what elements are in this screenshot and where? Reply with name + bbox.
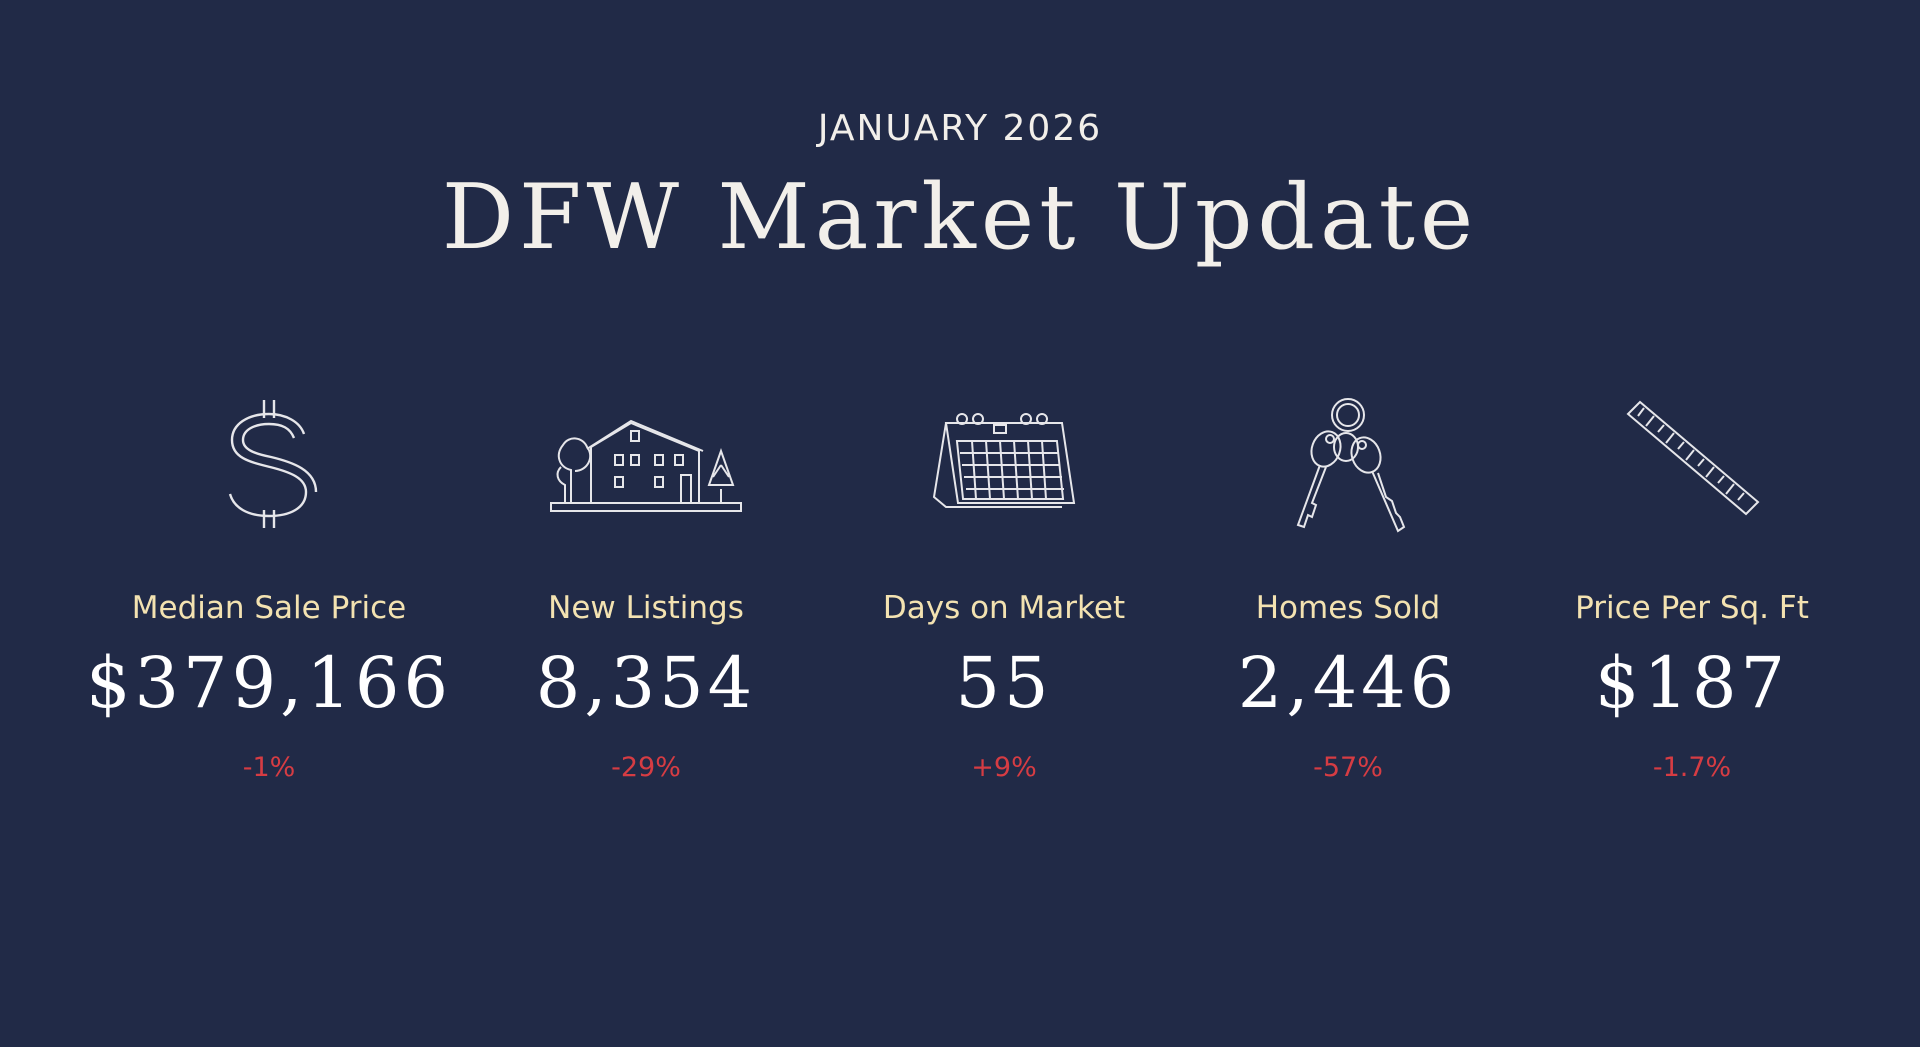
dollar-sign-icon bbox=[79, 380, 459, 550]
stat-change: -29% bbox=[611, 752, 681, 783]
stat-value: 2,446 bbox=[1237, 642, 1459, 724]
stat-new-listings: New Listings 8,354 -29% bbox=[456, 380, 836, 783]
stat-label: Price Per Sq. Ft bbox=[1575, 590, 1809, 626]
stat-days-on-market: Days on Market 55 +9% bbox=[814, 380, 1194, 783]
stat-value: $379,166 bbox=[85, 642, 452, 724]
stat-label: New Listings bbox=[548, 590, 744, 626]
keys-icon bbox=[1158, 380, 1538, 550]
page-title: DFW Market Update bbox=[441, 165, 1479, 270]
stat-homes-sold: Homes Sold 2,446 -57% bbox=[1158, 380, 1538, 783]
ruler-icon bbox=[1502, 380, 1882, 550]
stat-median-sale-price: Median Sale Price $379,166 -1% bbox=[79, 380, 459, 783]
stat-value: 8,354 bbox=[535, 642, 757, 724]
stat-price-per-sq-ft: Price Per Sq. Ft $187 -1.7% bbox=[1502, 380, 1882, 783]
calendar-icon bbox=[814, 380, 1194, 550]
house-icon bbox=[456, 380, 836, 550]
stat-label: Homes Sold bbox=[1255, 590, 1441, 626]
stat-value: $187 bbox=[1594, 642, 1790, 724]
report-month: JANUARY 2026 bbox=[817, 108, 1103, 149]
stat-change: -1% bbox=[242, 752, 296, 783]
stat-change: -57% bbox=[1313, 752, 1383, 783]
stat-change: -1.7% bbox=[1652, 752, 1732, 783]
stat-change: +9% bbox=[971, 752, 1037, 783]
stat-label: Median Sale Price bbox=[131, 590, 407, 626]
stat-label: Days on Market bbox=[882, 590, 1126, 626]
stat-value: 55 bbox=[955, 642, 1053, 724]
